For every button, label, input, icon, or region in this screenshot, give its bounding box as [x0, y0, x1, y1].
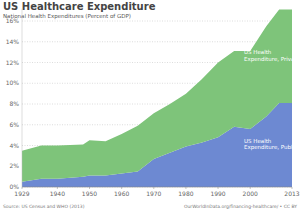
x-tick: [57, 187, 58, 189]
x-tick: [185, 187, 186, 189]
grid-line: [22, 41, 292, 42]
x-tick: [121, 187, 122, 189]
credit: OurWorldInData.org/financing-healthcare/…: [184, 204, 297, 209]
x-tick-label: 1990: [210, 190, 225, 197]
y-tick-label: 14%: [6, 38, 20, 45]
y-tick-label: 12%: [6, 59, 20, 66]
y-tick-label: 6%: [9, 121, 19, 128]
y-tick-label: 2%: [9, 162, 19, 169]
x-tick-label: 2013: [284, 190, 299, 197]
y-tick-label: 16%: [6, 17, 20, 24]
y-tick-label: 4%: [9, 142, 19, 149]
x-tick: [292, 187, 293, 189]
x-tick-label: 1970: [146, 190, 161, 197]
x-axis: [22, 187, 292, 188]
x-tick-label: 1950: [82, 190, 97, 197]
x-tick-label: 1940: [50, 190, 65, 197]
y-tick-label: 0%: [9, 183, 19, 190]
area: [22, 10, 292, 182]
x-tick: [89, 187, 90, 189]
x-tick: [22, 187, 23, 189]
title: US Healthcare Expenditure: [3, 1, 156, 12]
plot-area: [22, 10, 292, 187]
y-tick-label: 10%: [6, 79, 20, 86]
x-tick-label: 1960: [114, 190, 129, 197]
series-label: US HealthExpenditure, Public: [244, 138, 297, 152]
x-tick: [250, 187, 251, 189]
x-tick-label: 1929: [14, 190, 29, 197]
x-tick: [153, 187, 154, 189]
series-label-line: Expenditure, Public: [244, 144, 297, 151]
chart: US Healthcare ExpenditureNational Health…: [0, 0, 300, 212]
series-label-line: Expenditure, Private: [244, 56, 300, 63]
x-tick-label: 2000: [243, 190, 258, 197]
y-axis: [22, 9, 23, 187]
y-tick-label: 8%: [9, 100, 19, 107]
grid-line: [22, 21, 292, 22]
series-label-line: US Health: [244, 138, 272, 144]
source: Source: US Census and WHO (2013): [3, 204, 85, 209]
series-label-line: US Health: [244, 49, 272, 55]
x-tick: [218, 187, 219, 189]
x-tick-label: 1980: [178, 190, 193, 197]
series-label: US HealthExpenditure, Private: [244, 49, 300, 63]
